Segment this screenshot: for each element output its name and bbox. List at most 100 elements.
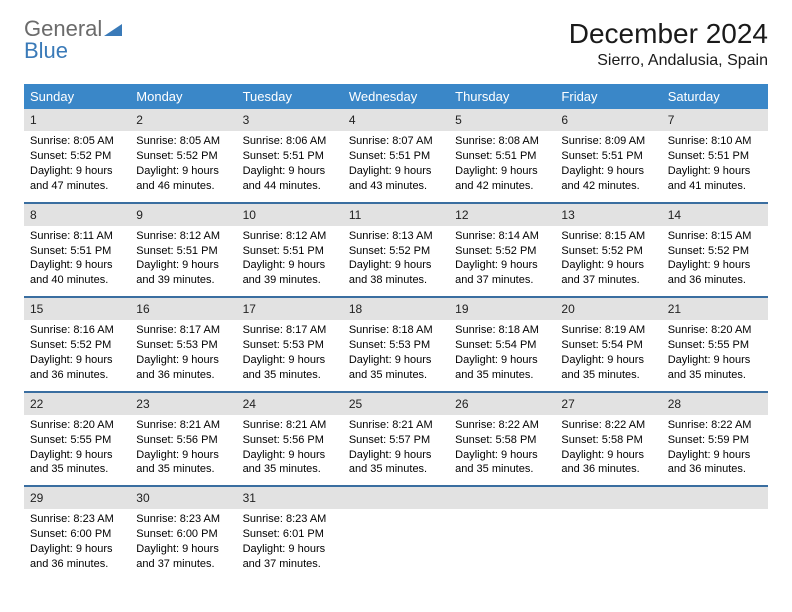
daylight-text-2: and 39 minutes. — [136, 273, 230, 288]
sunrise-text: Sunrise: 8:07 AM — [349, 134, 443, 149]
day-number: 11 — [343, 204, 449, 226]
sunrise-text: Sunrise: 8:12 AM — [243, 229, 337, 244]
daylight-text-1: Daylight: 9 hours — [136, 448, 230, 463]
sunrise-text: Sunrise: 8:18 AM — [349, 323, 443, 338]
location-label: Sierro, Andalusia, Spain — [569, 52, 768, 70]
daylight-text-2: and 36 minutes. — [668, 273, 762, 288]
day-cell: 4Sunrise: 8:07 AMSunset: 5:51 PMDaylight… — [343, 109, 449, 202]
day-cell: 25Sunrise: 8:21 AMSunset: 5:57 PMDayligh… — [343, 393, 449, 486]
day-number: 23 — [130, 393, 236, 415]
daylight-text-1: Daylight: 9 hours — [243, 353, 337, 368]
daylight-text-1: Daylight: 9 hours — [668, 448, 762, 463]
day-number: 13 — [555, 204, 661, 226]
day-number: 16 — [130, 298, 236, 320]
day-number: 9 — [130, 204, 236, 226]
daylight-text-2: and 37 minutes. — [561, 273, 655, 288]
daylight-text-2: and 36 minutes. — [30, 368, 124, 383]
day-number: 14 — [662, 204, 768, 226]
day-cell: 20Sunrise: 8:19 AMSunset: 5:54 PMDayligh… — [555, 298, 661, 391]
sunrise-text: Sunrise: 8:16 AM — [30, 323, 124, 338]
day-cell: 26Sunrise: 8:22 AMSunset: 5:58 PMDayligh… — [449, 393, 555, 486]
sunset-text: Sunset: 5:52 PM — [136, 149, 230, 164]
daylight-text-1: Daylight: 9 hours — [30, 542, 124, 557]
day-cell: 10Sunrise: 8:12 AMSunset: 5:51 PMDayligh… — [237, 204, 343, 297]
day-number: 19 — [449, 298, 555, 320]
daylight-text-1: Daylight: 9 hours — [561, 164, 655, 179]
day-number: 27 — [555, 393, 661, 415]
daylight-text-2: and 40 minutes. — [30, 273, 124, 288]
sunset-text: Sunset: 5:57 PM — [349, 433, 443, 448]
daylight-text-2: and 35 minutes. — [668, 368, 762, 383]
daylight-text-2: and 39 minutes. — [243, 273, 337, 288]
daylight-text-1: Daylight: 9 hours — [561, 353, 655, 368]
daylight-text-2: and 47 minutes. — [30, 179, 124, 194]
sunrise-text: Sunrise: 8:09 AM — [561, 134, 655, 149]
sunrise-text: Sunrise: 8:20 AM — [30, 418, 124, 433]
sunset-text: Sunset: 5:53 PM — [243, 338, 337, 353]
day-number: 5 — [449, 109, 555, 131]
daylight-text-2: and 44 minutes. — [243, 179, 337, 194]
day-cell: 21Sunrise: 8:20 AMSunset: 5:55 PMDayligh… — [662, 298, 768, 391]
week-row: 1Sunrise: 8:05 AMSunset: 5:52 PMDaylight… — [24, 109, 768, 204]
daylight-text-1: Daylight: 9 hours — [136, 542, 230, 557]
sunset-text: Sunset: 5:51 PM — [455, 149, 549, 164]
day-cell: 18Sunrise: 8:18 AMSunset: 5:53 PMDayligh… — [343, 298, 449, 391]
sunset-text: Sunset: 5:56 PM — [243, 433, 337, 448]
daylight-text-2: and 35 minutes. — [349, 462, 443, 477]
sunrise-text: Sunrise: 8:10 AM — [668, 134, 762, 149]
day-cell: 13Sunrise: 8:15 AMSunset: 5:52 PMDayligh… — [555, 204, 661, 297]
day-number: 15 — [24, 298, 130, 320]
sunrise-text: Sunrise: 8:05 AM — [136, 134, 230, 149]
sunrise-text: Sunrise: 8:21 AM — [136, 418, 230, 433]
triangle-icon — [104, 18, 122, 40]
day-number: 10 — [237, 204, 343, 226]
day-cell: 16Sunrise: 8:17 AMSunset: 5:53 PMDayligh… — [130, 298, 236, 391]
daylight-text-1: Daylight: 9 hours — [455, 448, 549, 463]
day-cell-empty — [555, 487, 661, 580]
week-row: 15 Sunrise: 8:16 AMSunset: 5:52 PM Dayligh… — [24, 298, 768, 393]
sunrise-text: Sunrise: 8:14 AM — [455, 229, 549, 244]
daylight-text-2: and 35 minutes. — [455, 462, 549, 477]
daylight-text-2: and 35 minutes. — [349, 368, 443, 383]
day-cell: 5Sunrise: 8:08 AMSunset: 5:51 PMDaylight… — [449, 109, 555, 202]
sunset-text: Sunset: 5:52 PM — [455, 244, 549, 259]
sunrise-text: Sunrise: 8:12 AM — [136, 229, 230, 244]
day-number — [449, 487, 555, 509]
daylight-text-1: Daylight: 9 hours — [30, 258, 124, 273]
day-number: 28 — [662, 393, 768, 415]
daylight-text-2: and 36 minutes. — [668, 462, 762, 477]
day-cell: 7Sunrise: 8:10 AMSunset: 5:51 PMDaylight… — [662, 109, 768, 202]
calendar-page: General Blue December 2024 Sierro, Andal… — [0, 0, 792, 580]
weekday-header-cell: Thursday — [449, 84, 555, 109]
day-cell: 12Sunrise: 8:14 AMSunset: 5:52 PMDayligh… — [449, 204, 555, 297]
sunset-text: Sunset: 5:54 PM — [561, 338, 655, 353]
day-cell: 30Sunrise: 8:23 AMSunset: 6:00 PMDayligh… — [130, 487, 236, 580]
day-cell: 27Sunrise: 8:22 AMSunset: 5:58 PMDayligh… — [555, 393, 661, 486]
day-number: 8 — [24, 204, 130, 226]
daylight-text-1: Daylight: 9 hours — [136, 164, 230, 179]
sunset-text: Sunset: 6:00 PM — [136, 527, 230, 542]
day-cell: 3Sunrise: 8:06 AMSunset: 5:51 PMDaylight… — [237, 109, 343, 202]
daylight-text-1: Daylight: 9 hours — [561, 448, 655, 463]
daylight-text-1: Daylight: 9 hours — [349, 258, 443, 273]
sunset-text: Sunset: 5:54 PM — [455, 338, 549, 353]
sunset-text: Sunset: 5:51 PM — [243, 244, 337, 259]
sunrise-text: Sunrise: 8:23 AM — [136, 512, 230, 527]
sunset-text: Sunset: 5:53 PM — [349, 338, 443, 353]
day-number: 31 — [237, 487, 343, 509]
sunset-text: Sunset: 6:01 PM — [243, 527, 337, 542]
daylight-text-2: and 35 minutes. — [243, 462, 337, 477]
sunrise-text: Sunrise: 8:21 AM — [349, 418, 443, 433]
calendar-grid: SundayMondayTuesdayWednesdayThursdayFrid… — [24, 84, 768, 580]
daylight-text-1: Daylight: 9 hours — [243, 542, 337, 557]
daylight-text-1: Daylight: 9 hours — [455, 353, 549, 368]
daylight-text-1: Daylight: 9 hours — [668, 258, 762, 273]
day-cell: 9Sunrise: 8:12 AMSunset: 5:51 PMDaylight… — [130, 204, 236, 297]
sunrise-text: Sunrise: 8:22 AM — [668, 418, 762, 433]
daylight-text-1: Daylight: 9 hours — [136, 258, 230, 273]
daylight-text-2: and 37 minutes. — [455, 273, 549, 288]
sunset-text: Sunset: 5:52 PM — [30, 338, 124, 353]
day-number: 1 — [24, 109, 130, 131]
daylight-text-1: Daylight: 9 hours — [668, 353, 762, 368]
sunset-text: Sunset: 5:52 PM — [30, 149, 124, 164]
